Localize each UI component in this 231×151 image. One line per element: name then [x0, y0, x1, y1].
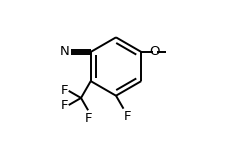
Text: O: O — [149, 45, 159, 58]
Text: F: F — [60, 84, 67, 97]
Text: F: F — [60, 99, 67, 112]
Text: N: N — [59, 45, 69, 58]
Text: F: F — [123, 110, 131, 123]
Text: F: F — [84, 112, 91, 125]
